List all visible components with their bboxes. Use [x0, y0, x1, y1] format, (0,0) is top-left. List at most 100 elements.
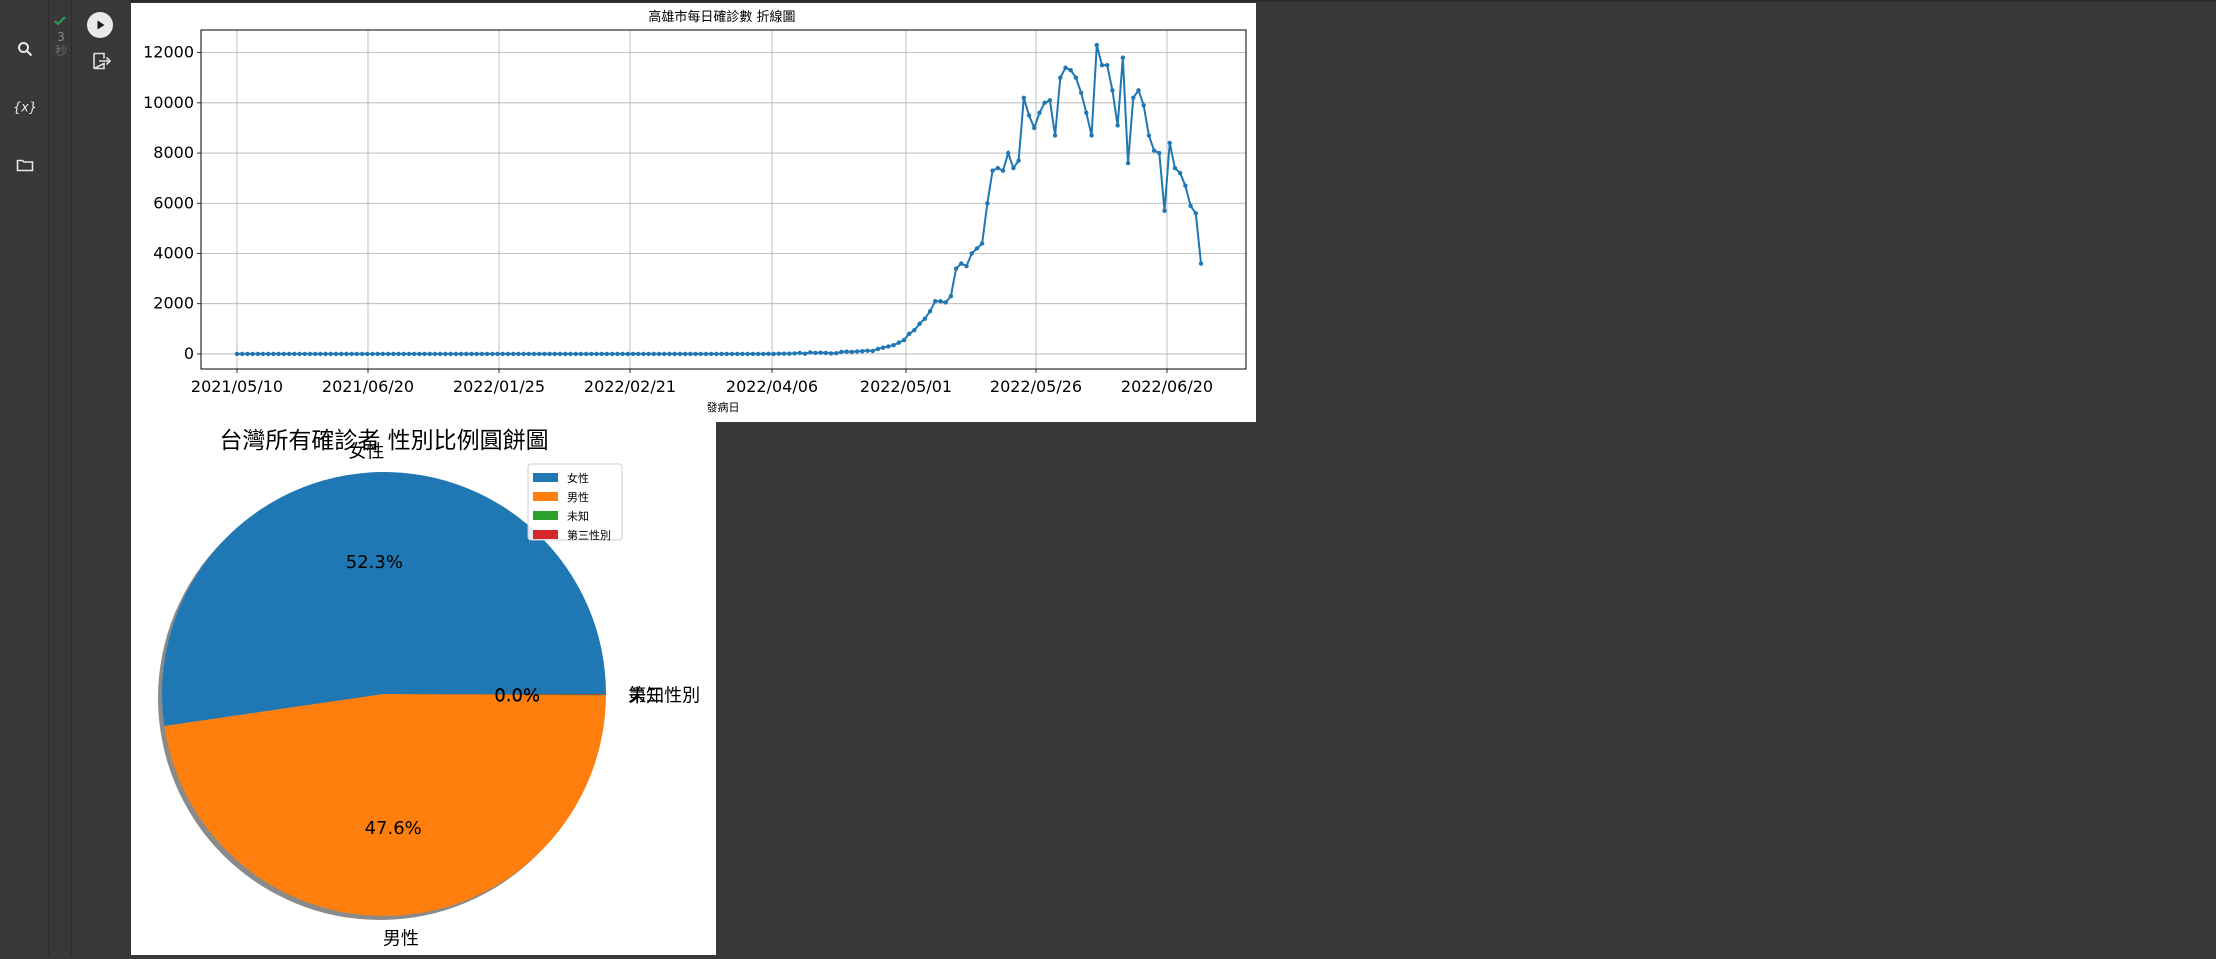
line-point	[292, 351, 297, 357]
line-point	[662, 351, 667, 357]
line-point	[505, 351, 511, 357]
line-point	[401, 351, 406, 357]
line-point	[552, 351, 558, 357]
pie-pct-label: 0.0%	[494, 685, 540, 706]
line-point	[526, 351, 532, 357]
line-point	[307, 351, 313, 357]
pie-slice-label: 第三性別	[628, 685, 700, 706]
line-point	[578, 351, 584, 357]
pie-legend-label: 未知	[567, 509, 589, 523]
line-point	[828, 351, 834, 356]
line-point	[974, 246, 980, 251]
line-point	[938, 299, 943, 304]
line-ytick-label: 6000	[153, 193, 194, 212]
line-point	[964, 263, 969, 269]
line-point	[1084, 110, 1089, 116]
line-point	[990, 168, 995, 173]
line-point	[1073, 75, 1079, 80]
line-point	[448, 351, 453, 357]
line-series-path	[237, 44, 1202, 355]
folder-icon[interactable]	[10, 150, 40, 180]
line-point	[286, 351, 292, 357]
line-point	[1188, 203, 1193, 208]
line-point	[1136, 88, 1141, 93]
line-point	[844, 349, 849, 354]
line-point	[479, 351, 485, 357]
line-point	[891, 342, 896, 348]
line-point	[583, 351, 589, 357]
line-point	[255, 351, 261, 357]
pie-slice-label: 女性	[348, 441, 384, 462]
line-point	[1078, 90, 1084, 95]
line-point	[776, 351, 782, 356]
line-xtick-label: 2022/02/21	[584, 377, 676, 396]
line-point	[474, 351, 479, 357]
cell-gutter	[49, 0, 72, 955]
output-clear-icon[interactable]	[90, 50, 112, 72]
line-point	[886, 344, 891, 349]
line-point	[1151, 148, 1157, 153]
line-point	[542, 351, 547, 357]
pie-legend-label: 男性	[567, 490, 589, 504]
line-point	[1032, 125, 1037, 131]
line-point	[349, 351, 354, 357]
search-icon[interactable]	[10, 34, 40, 64]
line-point	[323, 351, 328, 357]
top-divider	[0, 0, 2216, 2]
line-point	[380, 351, 386, 357]
line-point	[458, 351, 464, 357]
line-point	[260, 351, 266, 357]
line-point	[875, 346, 881, 352]
line-xtick-label: 2022/01/25	[453, 377, 545, 396]
line-point	[365, 351, 370, 357]
line-point	[375, 351, 380, 357]
line-chart-grid	[201, 30, 1246, 369]
line-point	[1042, 100, 1047, 106]
variables-icon[interactable]: {x}	[10, 92, 40, 122]
line-point	[1157, 150, 1162, 156]
line-point	[797, 350, 802, 356]
line-point	[359, 351, 365, 357]
line-chart-x-axis: 2021/05/10 2021/06/20 2022/01/25 2022/02/21…	[191, 369, 1213, 396]
line-point	[953, 266, 959, 271]
line-point	[807, 350, 813, 355]
line-point	[297, 351, 302, 357]
line-point	[729, 351, 735, 357]
line-point	[1000, 168, 1006, 173]
line-point	[411, 351, 417, 357]
line-point	[1141, 103, 1146, 108]
line-point	[656, 351, 662, 357]
line-point	[703, 351, 709, 357]
line-point	[1089, 133, 1094, 138]
cell-run-column	[72, 0, 130, 955]
pie-slice	[164, 694, 606, 916]
line-point	[677, 351, 683, 357]
line-point	[302, 351, 307, 357]
line-point	[708, 351, 714, 357]
line-point	[1052, 133, 1058, 138]
run-cell-button[interactable]	[87, 12, 113, 38]
line-point	[959, 261, 964, 266]
line-chart: 高雄市每日確診數 折線圖 0 2000 4000 6000 8000 10000 12000…	[143, 9, 1247, 414]
line-point	[510, 351, 516, 357]
side-rail: {x}	[0, 0, 49, 955]
svg-text:{x}: {x}	[13, 101, 37, 116]
line-chart-y-axis: 0 2000 4000 6000 8000 10000 12000	[143, 43, 201, 363]
line-point	[943, 300, 948, 305]
line-point	[589, 351, 594, 357]
line-point	[328, 351, 333, 357]
pie-slice	[384, 694, 606, 696]
line-point	[438, 351, 443, 357]
line-point	[761, 351, 766, 357]
line-ytick-label: 4000	[153, 243, 194, 262]
line-point	[641, 351, 646, 357]
line-xtick-label: 2022/04/06	[726, 377, 818, 396]
exec-count-unit: 秒	[55, 44, 68, 58]
line-point	[354, 351, 360, 357]
line-point	[839, 349, 844, 355]
line-point	[1131, 95, 1136, 101]
line-point	[453, 351, 459, 357]
line-point	[1120, 55, 1126, 60]
